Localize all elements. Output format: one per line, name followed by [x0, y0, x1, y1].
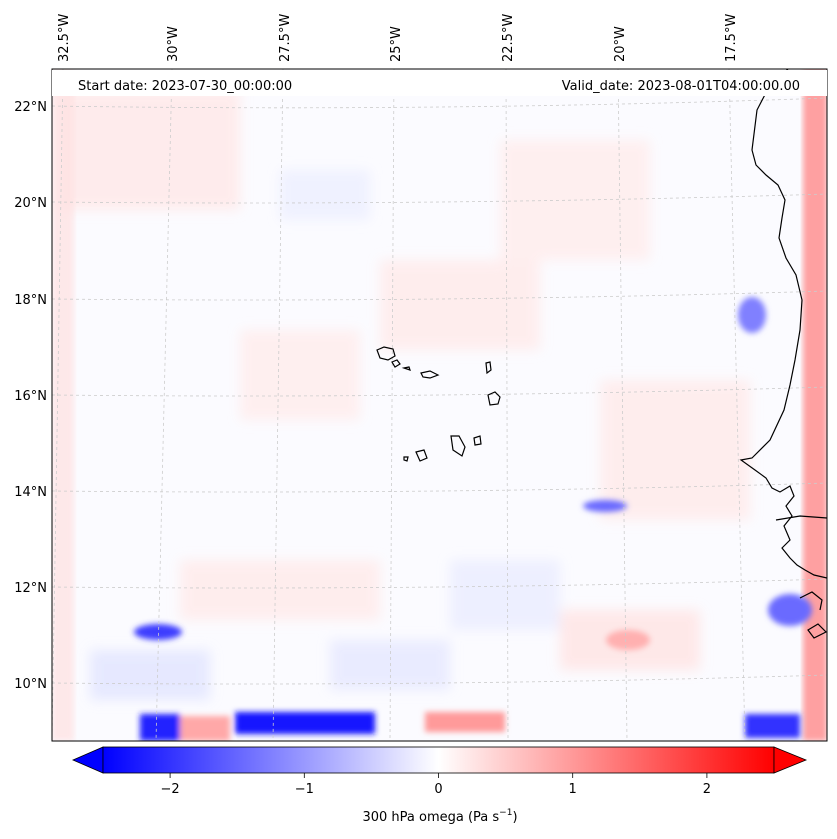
right-edge-strip [803, 69, 827, 741]
island-sao-vicente [391, 359, 401, 368]
meridian [617, 69, 628, 741]
longitude-labels: 32.5°W 30°W 27.5°W 25°W 22.5°W 20°W 17.5… [57, 14, 739, 62]
meridian [505, 69, 509, 741]
island-fogo [415, 449, 428, 462]
colorbar-tick-label: −1 [295, 782, 314, 797]
colorbar-ticks: −2 −1 0 1 2 [161, 773, 711, 797]
omega-patch [450, 560, 560, 630]
meridian [728, 69, 746, 741]
africa-coastline [739, 69, 827, 579]
meridian [389, 69, 395, 741]
colorbar-gradient [102, 746, 775, 774]
meridian [52, 69, 64, 741]
lat-label: 12°N [14, 581, 47, 596]
omega-patch [180, 560, 380, 620]
valid-date-label: Valid_date: 2023-08-01T04:00:00.00 [562, 79, 800, 94]
colorbar-label-unit-exponent: −1 [499, 808, 512, 818]
lon-label: 17.5°W [724, 14, 739, 62]
parallel [52, 578, 827, 589]
omega-field [52, 69, 827, 741]
lat-label: 14°N [14, 485, 47, 500]
colorbar-min-extension [71, 746, 104, 774]
omega-feature-red [606, 630, 650, 650]
island-santa-luzia [401, 366, 411, 371]
lon-label: 22.5°W [501, 14, 516, 62]
left-edge-strip [52, 69, 74, 741]
omega-feature-blue [235, 712, 375, 734]
start-date-label: Start date: 2023-07-30_00:00:00 [78, 79, 292, 94]
lat-label: 22°N [14, 100, 47, 115]
lon-label: 27.5°W [278, 14, 293, 62]
lon-label: 30°W [166, 26, 181, 62]
map-frame [51, 68, 828, 742]
omega-feature-blue [745, 714, 800, 738]
meridian [155, 69, 173, 741]
colorbar-max-extension [773, 746, 808, 774]
omega-patch [90, 650, 210, 700]
colorbar: −2 −1 0 1 2 300 hPa omega (Pa s−1) [71, 746, 808, 825]
lat-label: 16°N [14, 389, 47, 404]
graticule [52, 69, 827, 741]
lon-label: 20°W [613, 26, 628, 62]
latitude-labels: 22°N 20°N 18°N 16°N 14°N 12°N 10°N [14, 100, 47, 692]
island-sao-nicolau [420, 370, 440, 379]
omega-feature-blue [583, 500, 627, 512]
colorbar-tick-label: −2 [161, 782, 180, 797]
island-maio [473, 435, 482, 446]
date-header-box [52, 70, 827, 96]
island-boa-vista [487, 391, 501, 406]
africa-coastline [775, 515, 827, 521]
omega-feature-blue [768, 594, 812, 626]
omega-patch [600, 380, 750, 520]
omega-patch [280, 170, 370, 220]
coastlines [376, 69, 827, 639]
colorbar-tick-label: 2 [703, 782, 711, 797]
meridian [272, 69, 284, 741]
omega-patch [60, 90, 240, 210]
colorbar-label-main: 300 hPa omega (Pa s [362, 810, 499, 825]
island-santiago [450, 435, 466, 457]
island-brava [403, 456, 409, 462]
omega-feature-blue [738, 297, 766, 333]
lon-label: 25°W [389, 26, 404, 62]
colorbar-tick-label: 1 [569, 782, 577, 797]
omega-patch [240, 330, 360, 420]
lat-label: 10°N [14, 677, 47, 692]
island-santo-antao [376, 346, 396, 361]
bijagos-coast [807, 623, 827, 639]
parallel [52, 386, 827, 397]
parallel [52, 97, 827, 109]
colorbar-tick-label: 0 [434, 782, 442, 797]
omega-feature-blue [140, 714, 180, 741]
colorbar-label-end: ) [512, 810, 517, 825]
omega-feature-blue [134, 624, 182, 640]
bijagos-coast [799, 591, 823, 611]
lon-label: 32.5°W [57, 14, 72, 62]
omega-patch [380, 260, 540, 350]
parallel [52, 674, 827, 685]
island-sal [485, 361, 492, 375]
parallel [52, 290, 827, 301]
parallel [52, 193, 827, 204]
colorbar-label: 300 hPa omega (Pa s−1) [362, 808, 517, 825]
map-panel: Start date: 2023-07-30_00:00:00 Valid_da… [51, 68, 828, 742]
omega-feature-red [425, 712, 505, 732]
lat-label: 20°N [14, 196, 47, 211]
omega-feature-red [180, 716, 230, 741]
parallel [52, 482, 827, 493]
lat-label: 18°N [14, 293, 47, 308]
